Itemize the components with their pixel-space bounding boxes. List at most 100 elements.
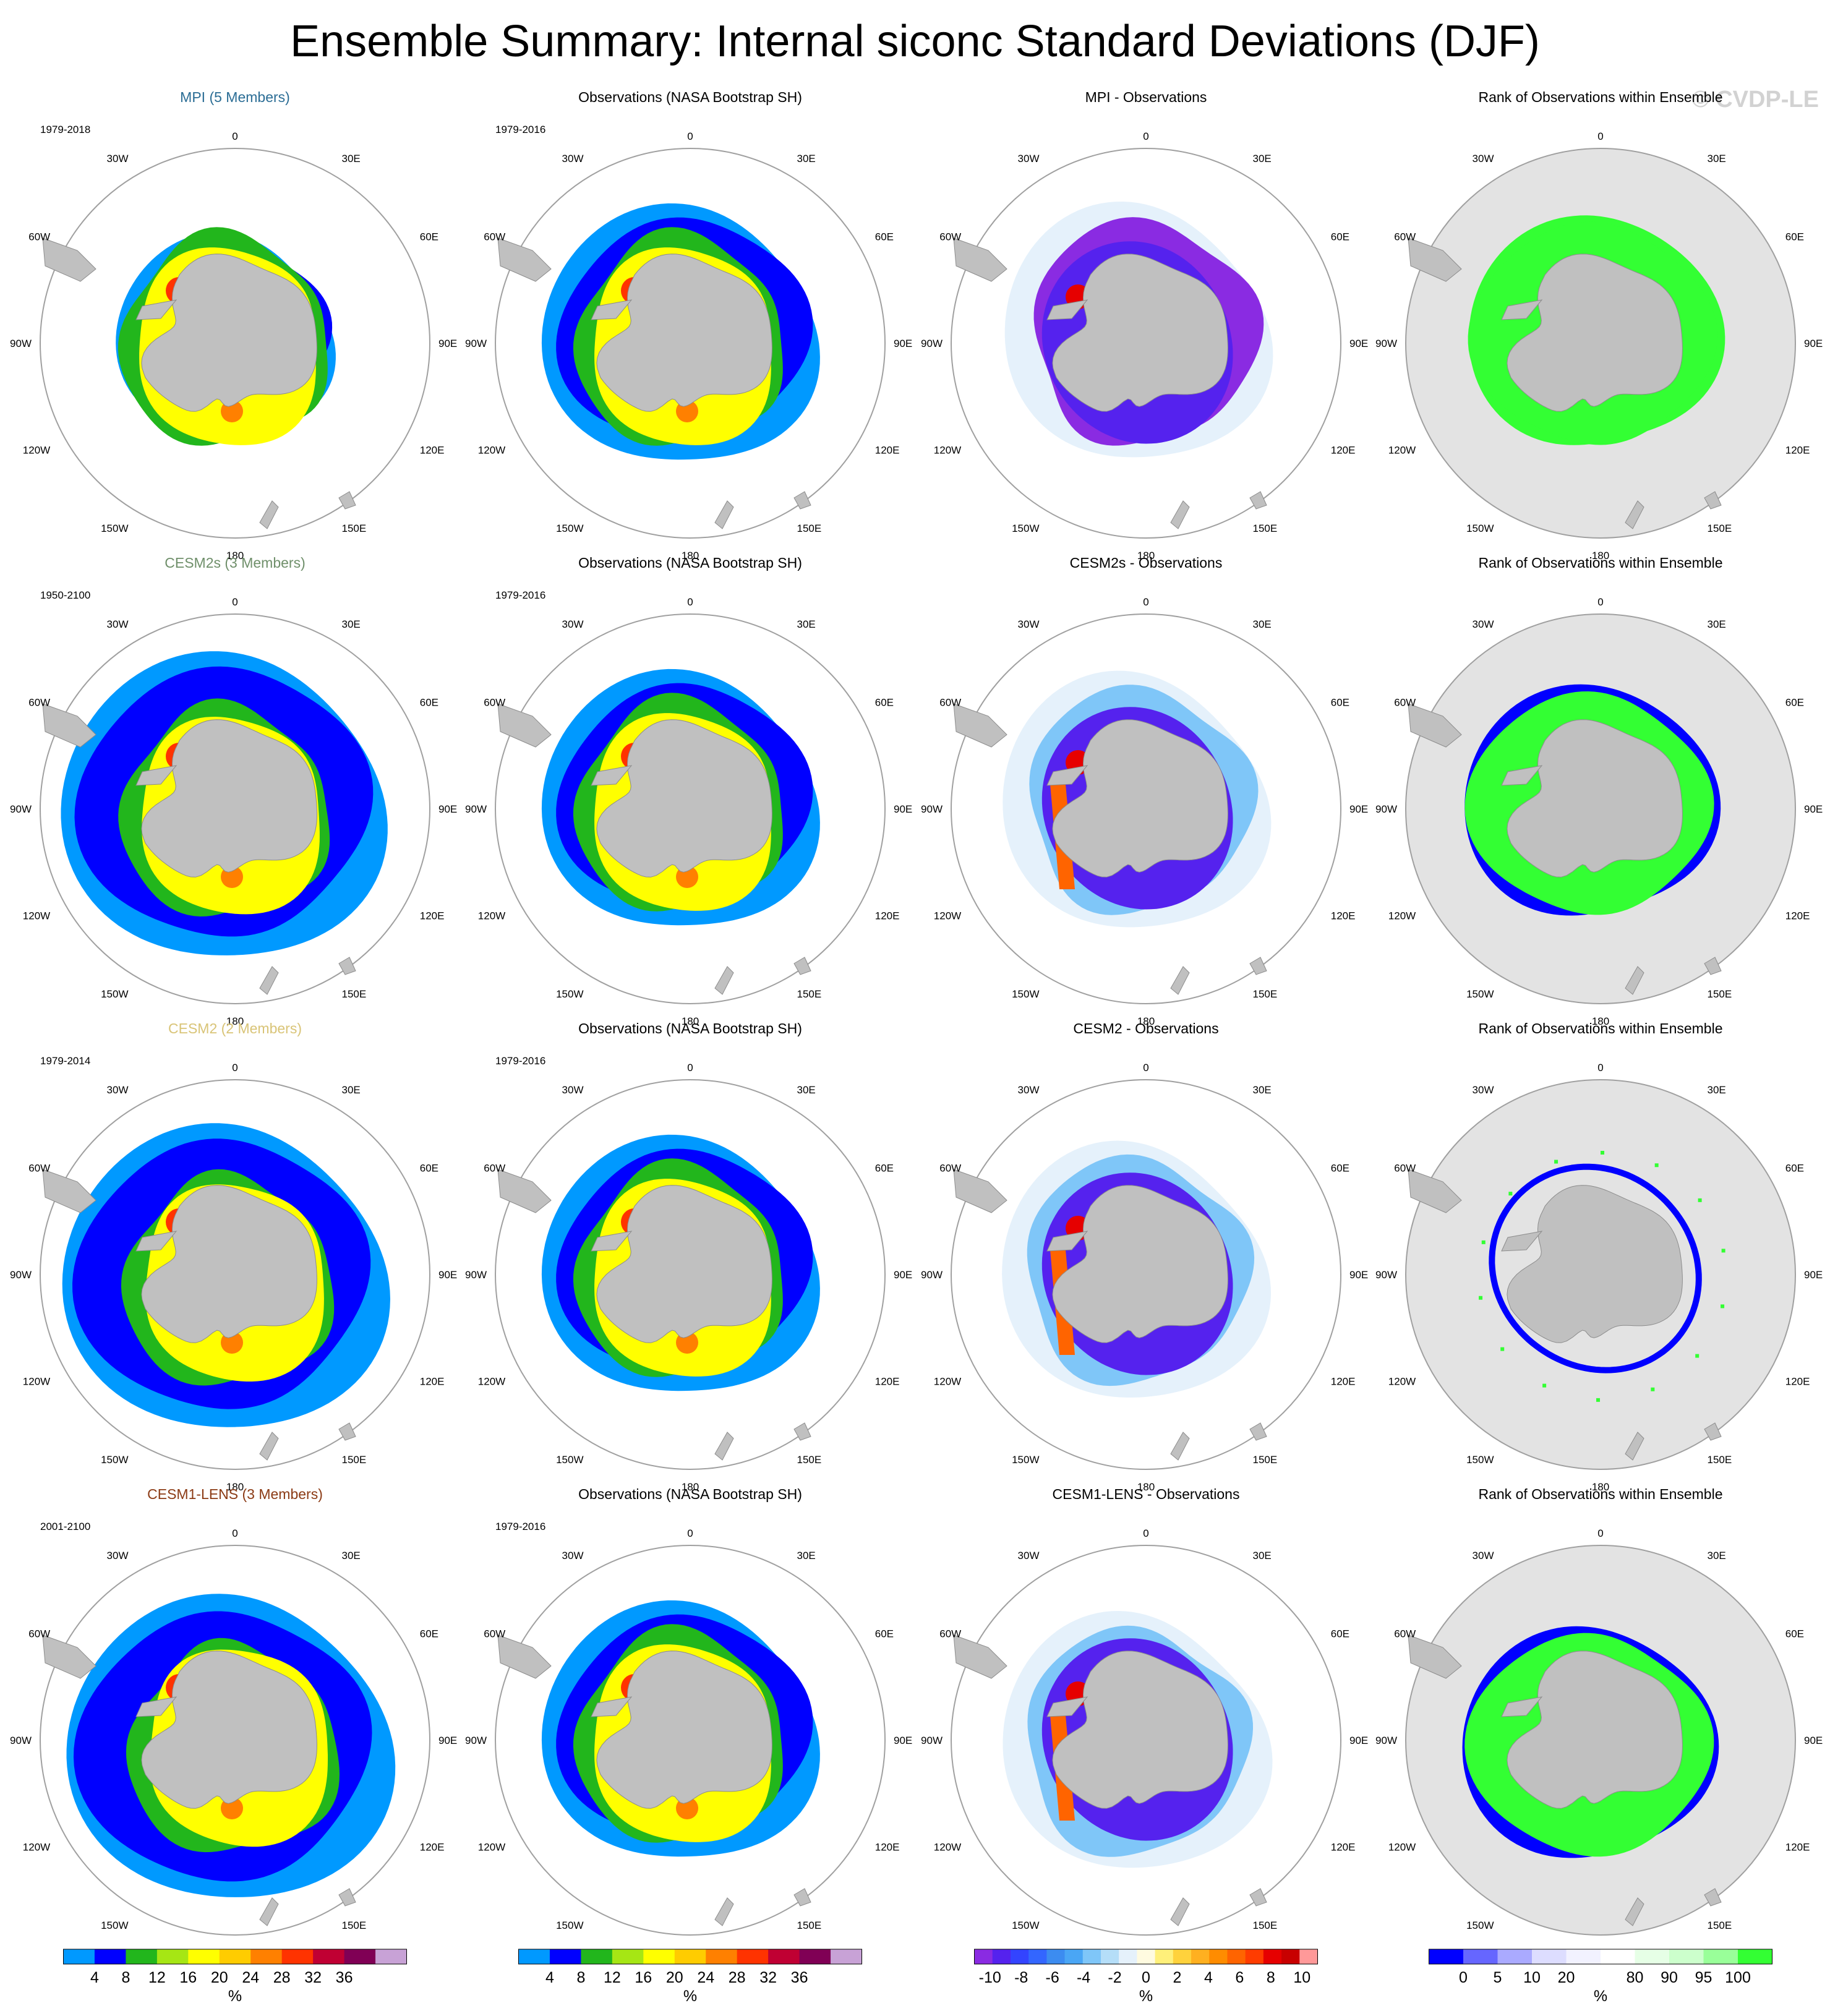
longitude-label: 30W <box>1473 618 1494 630</box>
longitude-label: 60E <box>875 697 894 709</box>
longitude-label: 120E <box>1331 1376 1356 1388</box>
longitude-label: 0 <box>687 596 693 608</box>
obs-panel-title: Observations (NASA Bootstrap SH) <box>578 555 802 571</box>
rank-high-cell <box>1500 1347 1505 1351</box>
longitude-label: 90W <box>921 803 943 815</box>
colorbar-swatch <box>1429 1949 1464 1964</box>
new-zealand-land <box>1625 1897 1644 1926</box>
longitude-label: 180 <box>1592 1481 1609 1493</box>
south-america-land <box>497 237 552 282</box>
map-panel: Rank of Observations within Ensemble 0 30E… <box>1375 89 1823 562</box>
colorbar-swatch <box>1601 1949 1635 1964</box>
obs-years-label: 1979-2016 <box>495 1055 545 1067</box>
longitude-label: 150E <box>797 1920 822 1931</box>
colorbar-tick-label: 16 <box>635 1969 652 1986</box>
tasmania-land <box>1704 491 1722 510</box>
antarctic-peninsula <box>1046 1231 1088 1252</box>
colorbar-tick-label: 12 <box>148 1969 166 1986</box>
longitude-label: 120E <box>1331 910 1356 922</box>
longitude-label: 30E <box>1708 153 1726 164</box>
antarctic-peninsula <box>1046 765 1088 786</box>
rank-high-cell <box>1721 1304 1725 1309</box>
colorbar-swatch <box>737 1949 769 1964</box>
colorbar-swatch <box>1227 1949 1246 1964</box>
longitude-label: 90E <box>894 1735 912 1746</box>
colorbar-swatch <box>1532 1949 1567 1964</box>
longitude-label: 90E <box>1349 338 1368 349</box>
diff-panel-title: CESM2s - Observations <box>1070 555 1223 571</box>
colorbar-swatch <box>126 1949 158 1964</box>
antarctic-peninsula <box>591 1231 633 1252</box>
longitude-label: 180 <box>1592 550 1609 562</box>
longitude-label: 0 <box>1597 1527 1603 1539</box>
colorbar-tick-label: 12 <box>604 1969 621 1986</box>
new-zealand-land <box>259 500 279 529</box>
longitude-label: 0 <box>1143 1062 1148 1074</box>
longitude-label: 90E <box>1349 1735 1368 1746</box>
antarctica-landmass <box>596 254 772 412</box>
longitude-label: 150E <box>1253 1920 1278 1931</box>
longitude-label: 120W <box>934 910 961 922</box>
new-zealand-land <box>1170 1432 1190 1461</box>
colorbar-swatch <box>1703 1949 1738 1964</box>
copyright-label: © CVDP-LE <box>1691 87 1819 113</box>
colorbar-swatch <box>1738 1949 1772 1964</box>
colorbar-tick-label: 20 <box>666 1969 683 1986</box>
longitude-label: 90W <box>921 1269 943 1281</box>
longitude-label: 150W <box>101 1454 128 1466</box>
longitude-label: 120E <box>1785 445 1810 456</box>
antarctic-peninsula <box>135 299 177 320</box>
new-zealand-land <box>714 966 734 995</box>
longitude-label: 0 <box>1597 1062 1603 1074</box>
colorbar-tick-label: -2 <box>1108 1969 1121 1986</box>
longitude-label: 90W <box>10 803 32 815</box>
longitude-label: 60W <box>484 1628 505 1640</box>
new-zealand-land <box>1625 966 1644 995</box>
longitude-label: 120W <box>1388 445 1416 456</box>
longitude-label: 30W <box>1018 153 1040 164</box>
longitude-label: 120E <box>875 445 900 456</box>
rank-panel-title: Rank of Observations within Ensemble <box>1478 1486 1722 1502</box>
longitude-label: 180 <box>1137 1015 1155 1027</box>
longitude-label: 150W <box>556 1454 583 1466</box>
map-panel: CESM2s - Observations 0 30E 60E 90E 120E 150E 1… <box>921 555 1368 1027</box>
colorbar-tick-label: 8 <box>121 1969 130 1986</box>
colorbar-swatch <box>974 1949 993 1964</box>
colorbar-tick-label: -4 <box>1077 1969 1090 1986</box>
longitude-label: 180 <box>682 550 699 562</box>
longitude-label: 90W <box>10 1735 32 1746</box>
colorbar-swatch <box>1064 1949 1084 1964</box>
colorbar-swatch <box>188 1949 220 1964</box>
longitude-label: 150E <box>797 988 822 1000</box>
map-panel: Observations (NASA Bootstrap SH) 1979-201… <box>465 1486 912 1958</box>
colorbar-swatch <box>643 1949 675 1964</box>
colorbar-tick-label: 8 <box>576 1969 585 1986</box>
longitude-label: 150E <box>1708 1454 1732 1466</box>
longitude-label: 150E <box>342 1920 367 1931</box>
colorbar-tick-label: 32 <box>759 1969 777 1986</box>
colorbar-tick-label: 10 <box>1523 1969 1541 1986</box>
south-america-land <box>953 703 1007 748</box>
tasmania-land <box>1704 1422 1722 1441</box>
longitude-label: 60E <box>1785 1163 1804 1174</box>
antarctica-landmass <box>1507 1651 1683 1809</box>
obs-years-label: 1979-2016 <box>495 1521 545 1532</box>
longitude-label: 60E <box>1785 1628 1804 1640</box>
antarctica-landmass <box>1052 1185 1228 1343</box>
colorbar-tick-label: 0 <box>1459 1969 1468 1986</box>
colorbar: 4 8 12 16 20 24 28 32 36% <box>63 1949 407 2005</box>
longitude-label: 120E <box>875 910 900 922</box>
longitude-label: 90W <box>10 338 32 349</box>
map-panel: CESM2s (3 Members) 1950-2100 0 30E 60E 90E 120… <box>10 555 457 1027</box>
rank-panel-title: Rank of Observations within Ensemble <box>1478 1020 1722 1036</box>
tasmania-land <box>793 1888 811 1907</box>
longitude-label: 180 <box>682 1481 699 1493</box>
longitude-label: 30W <box>562 618 584 630</box>
colorbar-swatch <box>1191 1949 1210 1964</box>
longitude-label: 150E <box>1253 988 1278 1000</box>
longitude-label: 150W <box>1012 1920 1039 1931</box>
longitude-label: 120W <box>478 445 505 456</box>
longitude-label: 60W <box>1394 1628 1416 1640</box>
longitude-label: 0 <box>232 1527 237 1539</box>
colorbar-tick-label: 16 <box>179 1969 197 1986</box>
